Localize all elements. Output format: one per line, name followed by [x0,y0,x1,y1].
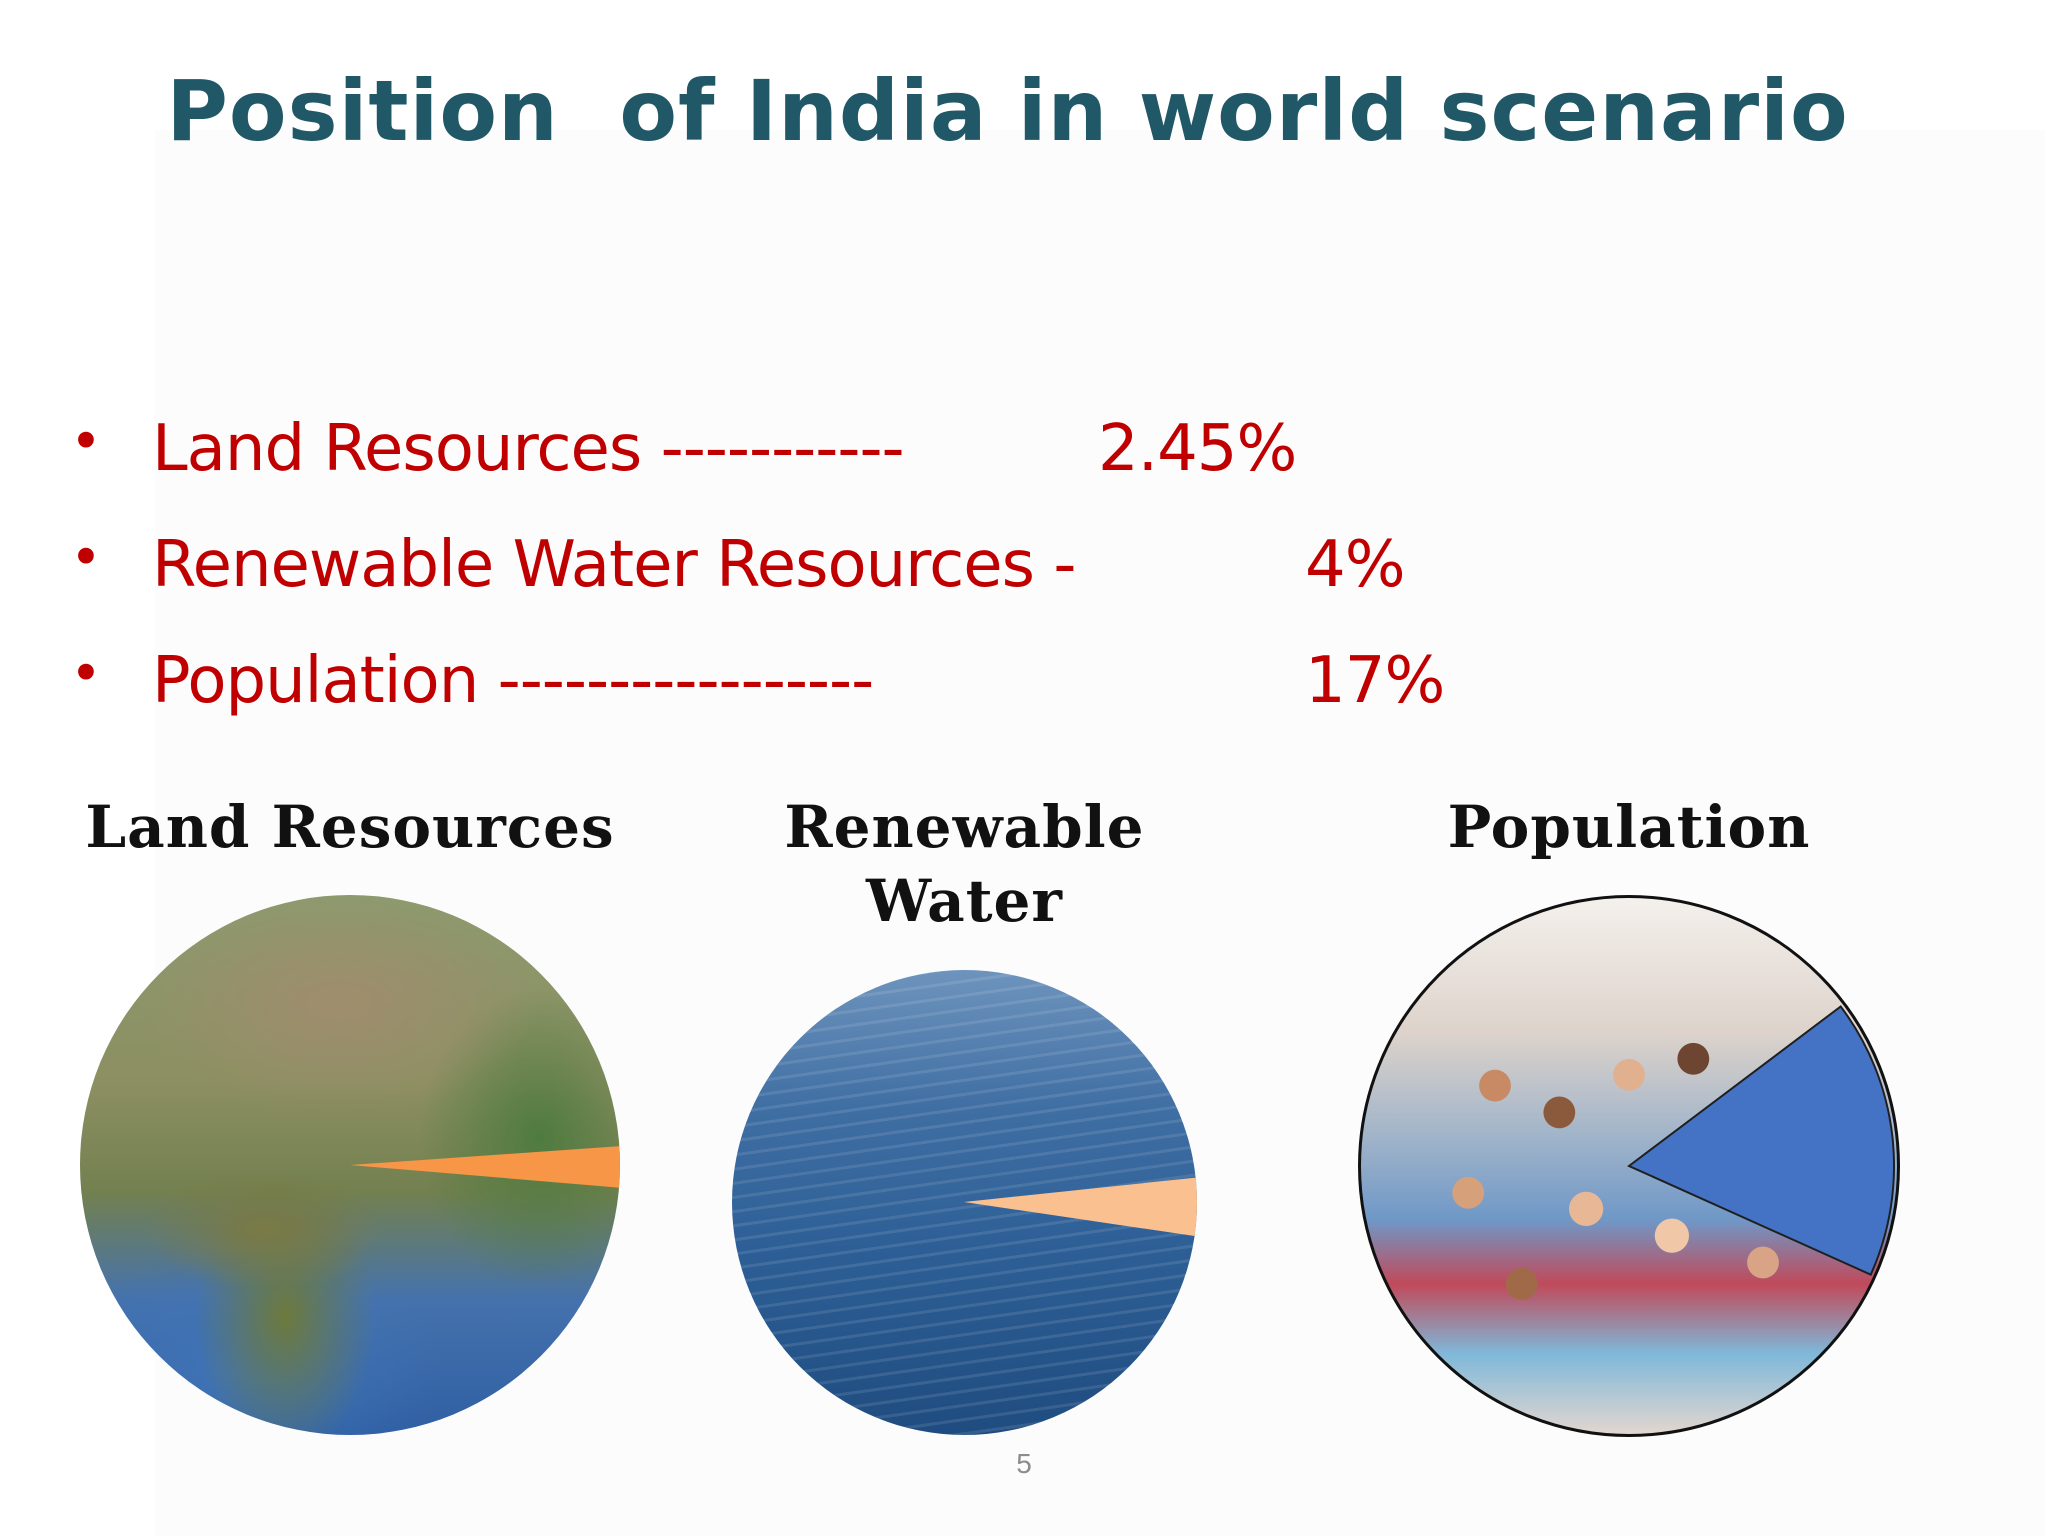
bullet-population: • Population ----------------- 17% [70,632,1470,748]
bullet-label: Population ----------------- [152,644,874,718]
water-image [732,970,1197,1435]
slide-title: Position of India in world scenario [166,62,1849,160]
renewable-water-heading: Renewable Water [732,790,1197,938]
bullet-icon: • [70,526,102,589]
bullet-label: Land Resources ----------- [152,412,905,486]
renewable-water-heading-line2: Water [866,867,1063,935]
bullet-value: 17% [1305,644,1445,718]
population-share-wedge [1627,1005,1895,1276]
bullet-list: • Land Resources ----------- 2.45% • Ren… [70,400,1470,748]
population-heading: Population [1447,793,1811,861]
earth-image [80,895,620,1435]
land-share-wedge-svg [350,1146,620,1188]
bullet-icon: • [70,642,102,705]
bullet-land-resources: • Land Resources ----------- 2.45% [70,400,1470,516]
bullet-value: 2.45% [1098,412,1297,486]
land-resources-heading: Land Resources [85,793,615,861]
water-share-wedge [964,1177,1197,1237]
crowd-image [1358,895,1900,1437]
land-share-wedge [350,1146,620,1188]
bullet-renewable-water: • Renewable Water Resources - 4% [70,516,1470,632]
bullet-label: Renewable Water Resources - [152,528,1076,602]
renewable-water-heading-line1: Renewable [784,793,1145,861]
water-share-wedge-svg [964,1177,1197,1237]
bullet-icon: • [70,410,102,473]
bullet-value: 4% [1305,528,1406,602]
page-number: 5 [1016,1448,1032,1479]
population-share-wedge-svg [1627,1005,1895,1276]
